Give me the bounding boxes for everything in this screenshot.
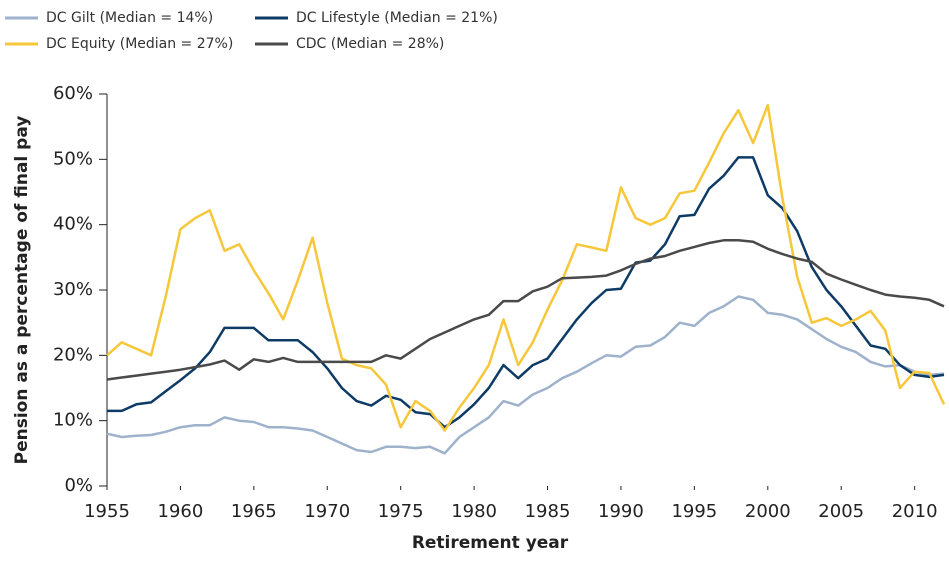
x-tick-label: 1970 [304,501,350,522]
series-line [106,239,945,381]
y-tick-label: 30% [53,279,93,300]
series-line [107,156,945,429]
y-tick-label: 0% [64,475,93,496]
y-tick-label: 60% [53,83,93,104]
y-tick-label: 40% [53,214,93,235]
x-tick-label: 2005 [818,501,864,522]
x-tick-label: 1980 [451,501,497,522]
series-line [106,103,946,432]
y-tick-label: 20% [53,344,93,365]
legend-label: CDC (Median = 28%) [296,36,444,52]
x-tick-label: 1990 [598,501,644,522]
legend-label: DC Gilt (Median = 14%) [46,10,213,26]
y-tick-label: 50% [53,148,93,169]
series-line [106,295,945,455]
x-tick-label: 1985 [525,501,571,522]
x-tick-label: 1960 [158,501,204,522]
x-tick-label: 1965 [231,501,277,522]
x-tick-label: 2000 [745,501,791,522]
y-axis-title: Pension as a percentage of final pay [12,116,32,465]
legend-label: DC Lifestyle (Median = 21%) [296,10,498,26]
legend-label: DC Equity (Median = 27%) [46,36,233,52]
x-tick-label: 1995 [671,501,717,522]
x-tick-label: 1975 [378,501,424,522]
x-tick-label: 2010 [892,501,938,522]
x-tick-label: 1955 [84,501,130,522]
x-axis-title: Retirement year [412,533,569,553]
y-tick-label: 10% [53,410,93,431]
